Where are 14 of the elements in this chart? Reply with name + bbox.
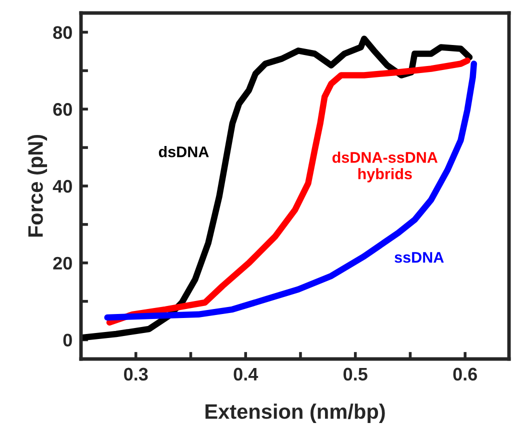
x-tick-label: 0.5: [344, 368, 368, 381]
series-label: dsDNA: [158, 146, 209, 158]
series-label: dsDNA-ssDNA hybrids: [332, 152, 438, 182]
y-tick-label: 40: [52, 180, 72, 193]
y-tick-label: 60: [53, 103, 72, 116]
x-tick-label: 0.4: [234, 368, 258, 381]
y-tick-label: 0: [63, 334, 72, 346]
y-tick-label: 20: [53, 256, 72, 270]
series-label: ssDNA: [394, 252, 444, 263]
x-tick-label: 0.3: [124, 368, 148, 381]
x-tick-label: 0.6: [453, 368, 477, 381]
x-axis-title: Extension (nm/bp): [206, 404, 385, 424]
y-tick-label: 80: [53, 26, 72, 39]
y-axis-title: Force (pN): [28, 134, 48, 237]
